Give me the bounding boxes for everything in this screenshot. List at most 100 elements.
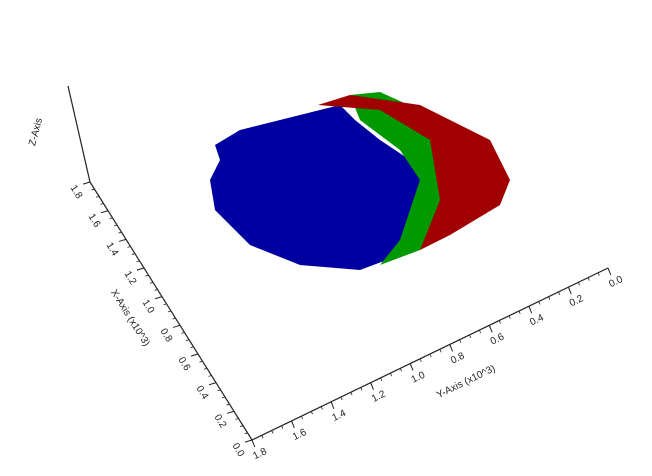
tick xyxy=(330,401,335,409)
minor-tick xyxy=(91,188,95,191)
tick xyxy=(488,325,493,333)
z-axis-line xyxy=(67,85,91,183)
minor-tick xyxy=(577,282,580,286)
minor-tick xyxy=(239,425,244,427)
minor-tick xyxy=(131,253,136,255)
tick xyxy=(251,439,256,448)
minor-tick xyxy=(419,358,422,362)
minor-tick xyxy=(310,411,313,415)
voxel-region xyxy=(210,105,430,270)
minor-tick xyxy=(221,396,226,399)
y-axis-label: Y-Axis (x10^3) xyxy=(435,363,497,401)
minor-tick xyxy=(261,435,264,439)
tick-label: 0.4 xyxy=(194,384,211,402)
x-axis-label: X-Axis (x10^3) xyxy=(108,288,152,349)
minor-tick xyxy=(100,203,104,205)
minor-tick xyxy=(149,281,154,284)
minor-tick xyxy=(469,334,472,339)
tick xyxy=(82,181,91,185)
tick xyxy=(172,324,181,328)
minor-tick xyxy=(226,403,230,406)
minor-tick xyxy=(145,274,149,277)
tick-label: 0.0 xyxy=(230,441,247,459)
minor-tick xyxy=(95,195,100,198)
tick-label: 1.2 xyxy=(370,389,388,405)
minor-tick xyxy=(380,377,383,382)
minor-tick xyxy=(360,387,363,391)
minor-tick xyxy=(127,246,131,248)
minor-tick xyxy=(429,353,432,358)
minor-tick xyxy=(399,368,402,372)
tick xyxy=(607,267,612,276)
minor-tick xyxy=(340,396,343,401)
minor-tick xyxy=(244,432,248,435)
minor-tick xyxy=(459,339,462,343)
tick xyxy=(449,344,454,352)
tick-label: 1.6 xyxy=(291,427,309,443)
minor-tick xyxy=(113,224,118,227)
tick-label: 0.8 xyxy=(449,350,467,366)
minor-tick xyxy=(350,392,353,396)
minor-tick xyxy=(281,425,284,429)
voxel-region xyxy=(318,95,510,250)
minor-tick xyxy=(208,375,212,377)
tick-label: 0.8 xyxy=(158,327,175,345)
minor-tick xyxy=(538,301,541,305)
minor-tick xyxy=(479,329,482,334)
minor-tick xyxy=(203,367,208,370)
minor-tick xyxy=(498,320,501,324)
minor-tick xyxy=(118,231,122,234)
minor-tick xyxy=(518,310,521,315)
tick-label: 1.4 xyxy=(331,408,349,424)
minor-tick xyxy=(271,430,274,434)
tick-label: 1.0 xyxy=(140,298,157,316)
tick xyxy=(190,353,199,357)
tick-label: 1.6 xyxy=(86,212,103,230)
tick-label: 0.2 xyxy=(568,293,586,309)
minor-tick xyxy=(235,418,239,420)
tick-label: 1.4 xyxy=(104,241,121,259)
minor-tick xyxy=(163,303,167,306)
tick-label: 0.6 xyxy=(489,331,507,347)
tick xyxy=(291,420,295,429)
minor-tick xyxy=(199,360,203,363)
tick-label: 0.6 xyxy=(176,355,193,373)
tick xyxy=(136,267,145,271)
tick xyxy=(528,306,533,314)
tick xyxy=(370,382,374,390)
tick xyxy=(208,382,217,386)
minor-tick xyxy=(217,389,221,392)
tick xyxy=(154,296,163,300)
minor-tick xyxy=(181,332,185,334)
tick xyxy=(244,439,253,443)
tick xyxy=(226,410,235,414)
minor-tick xyxy=(167,310,172,313)
minor-tick xyxy=(185,339,190,341)
minor-tick xyxy=(172,317,176,320)
tick xyxy=(567,286,572,295)
tick-label: 0.0 xyxy=(607,274,625,290)
z-axis-label: Z-Axis xyxy=(27,117,45,147)
minor-tick xyxy=(301,415,304,420)
minor-tick xyxy=(508,315,511,319)
minor-tick xyxy=(190,346,194,349)
minor-tick xyxy=(558,291,561,296)
minor-tick xyxy=(390,372,393,377)
tick-label: 1.8 xyxy=(251,446,269,462)
minor-tick xyxy=(587,277,590,281)
minor-tick xyxy=(439,349,442,353)
minor-tick xyxy=(320,406,323,410)
tick-label: 1.8 xyxy=(68,183,85,201)
minor-tick xyxy=(597,272,600,276)
tick xyxy=(118,238,127,242)
tick-label: 0.2 xyxy=(212,413,229,431)
tick xyxy=(409,363,414,371)
tick-label: 1.2 xyxy=(122,269,139,287)
minor-tick xyxy=(136,260,140,263)
minor-tick xyxy=(109,217,113,220)
minor-tick xyxy=(154,289,158,291)
tick-label: 0.4 xyxy=(528,312,546,328)
tick xyxy=(100,210,109,214)
